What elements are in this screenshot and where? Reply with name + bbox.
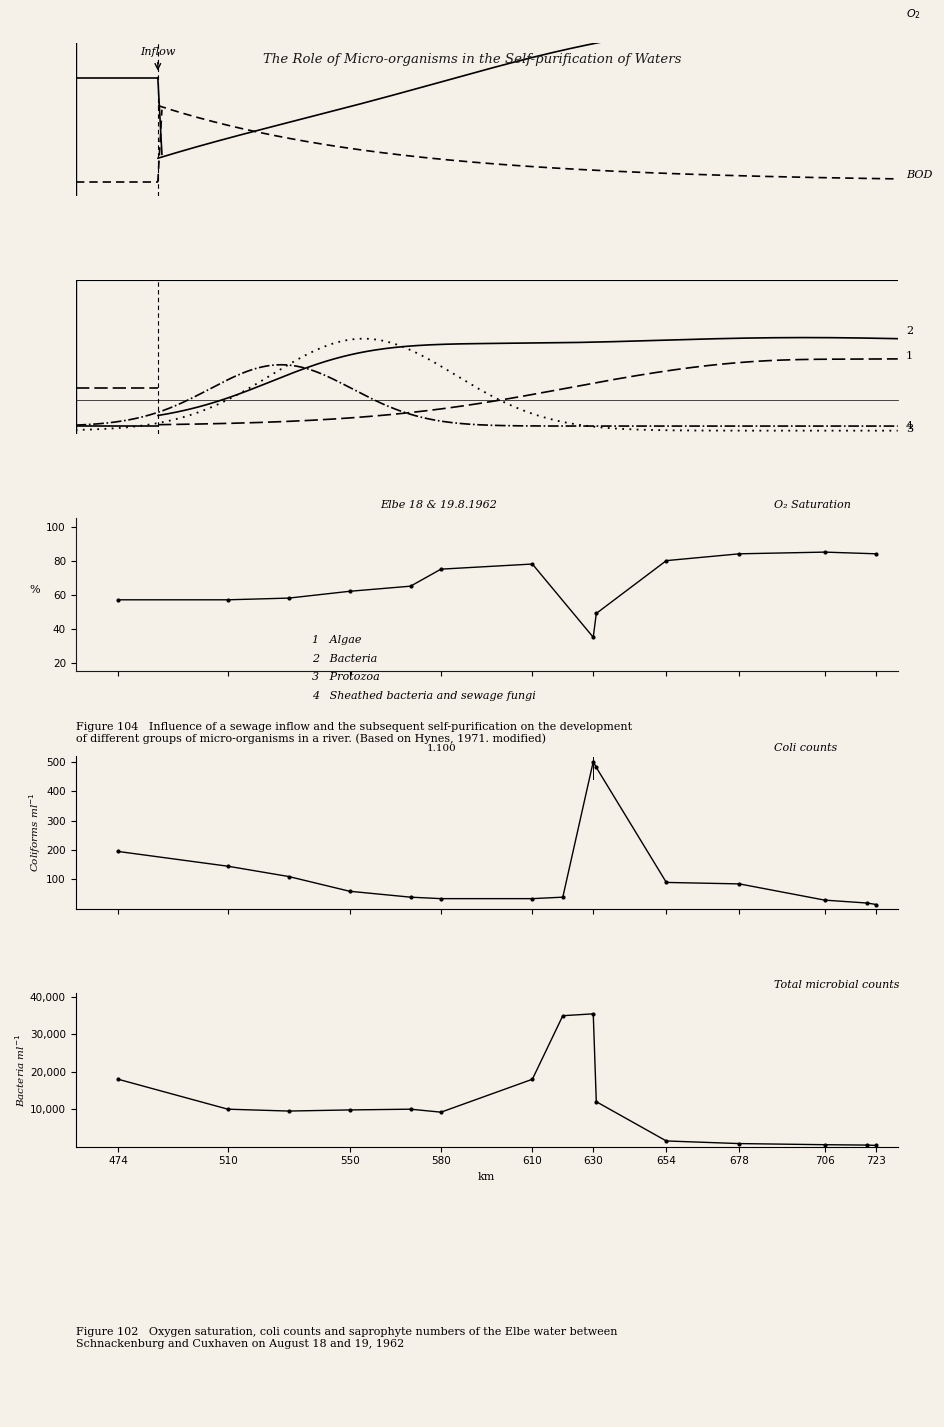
Text: Figure 102   Oxygen saturation, coli counts and saprophyte numbers of the Elbe w: Figure 102 Oxygen saturation, coli count…: [76, 1327, 616, 1349]
Text: 3: 3: [905, 424, 912, 434]
Y-axis label: Bacteria ml$^{-1}$: Bacteria ml$^{-1}$: [13, 1033, 27, 1106]
Text: 4   Sheathed bacteria and sewage fungi: 4 Sheathed bacteria and sewage fungi: [312, 691, 535, 701]
Text: 1.100: 1.100: [426, 743, 456, 752]
Text: Total microbial counts: Total microbial counts: [773, 980, 899, 990]
Y-axis label: Coliforms ml$^{-1}$: Coliforms ml$^{-1}$: [27, 792, 43, 872]
Text: 3   Protozoa: 3 Protozoa: [312, 672, 379, 682]
Text: 1: 1: [905, 351, 912, 361]
Text: BOD: BOD: [905, 170, 932, 180]
Text: 4: 4: [905, 421, 912, 431]
Text: Coli counts: Coli counts: [773, 742, 836, 752]
Text: 2   Bacteria: 2 Bacteria: [312, 654, 377, 664]
Text: Figure 104   Influence of a sewage inflow and the subsequent self-purification o: Figure 104 Influence of a sewage inflow …: [76, 722, 631, 745]
Text: 1   Algae: 1 Algae: [312, 635, 361, 645]
X-axis label: km: km: [478, 1172, 495, 1182]
Text: 2: 2: [905, 325, 912, 335]
Text: The Role of Micro-organisms in the Self-purification of Waters: The Role of Micro-organisms in the Self-…: [263, 53, 681, 66]
Text: O₂ Saturation: O₂ Saturation: [773, 501, 851, 511]
Y-axis label: %: %: [30, 585, 41, 595]
Text: $O_2$: $O_2$: [905, 7, 919, 21]
Text: Elbe 18 & 19.8.1962: Elbe 18 & 19.8.1962: [379, 501, 497, 511]
Text: Inflow: Inflow: [140, 47, 176, 57]
